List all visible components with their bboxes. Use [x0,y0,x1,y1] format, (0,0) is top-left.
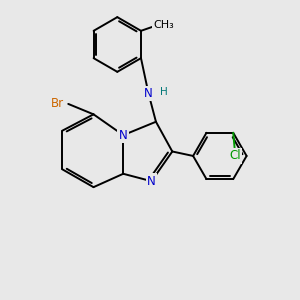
Text: Br: Br [51,98,64,110]
Text: Cl: Cl [229,149,241,162]
Text: N: N [147,175,156,188]
Text: N: N [119,129,128,142]
Text: N: N [144,87,153,100]
Text: H: H [160,87,168,97]
Text: CH₃: CH₃ [154,20,174,31]
